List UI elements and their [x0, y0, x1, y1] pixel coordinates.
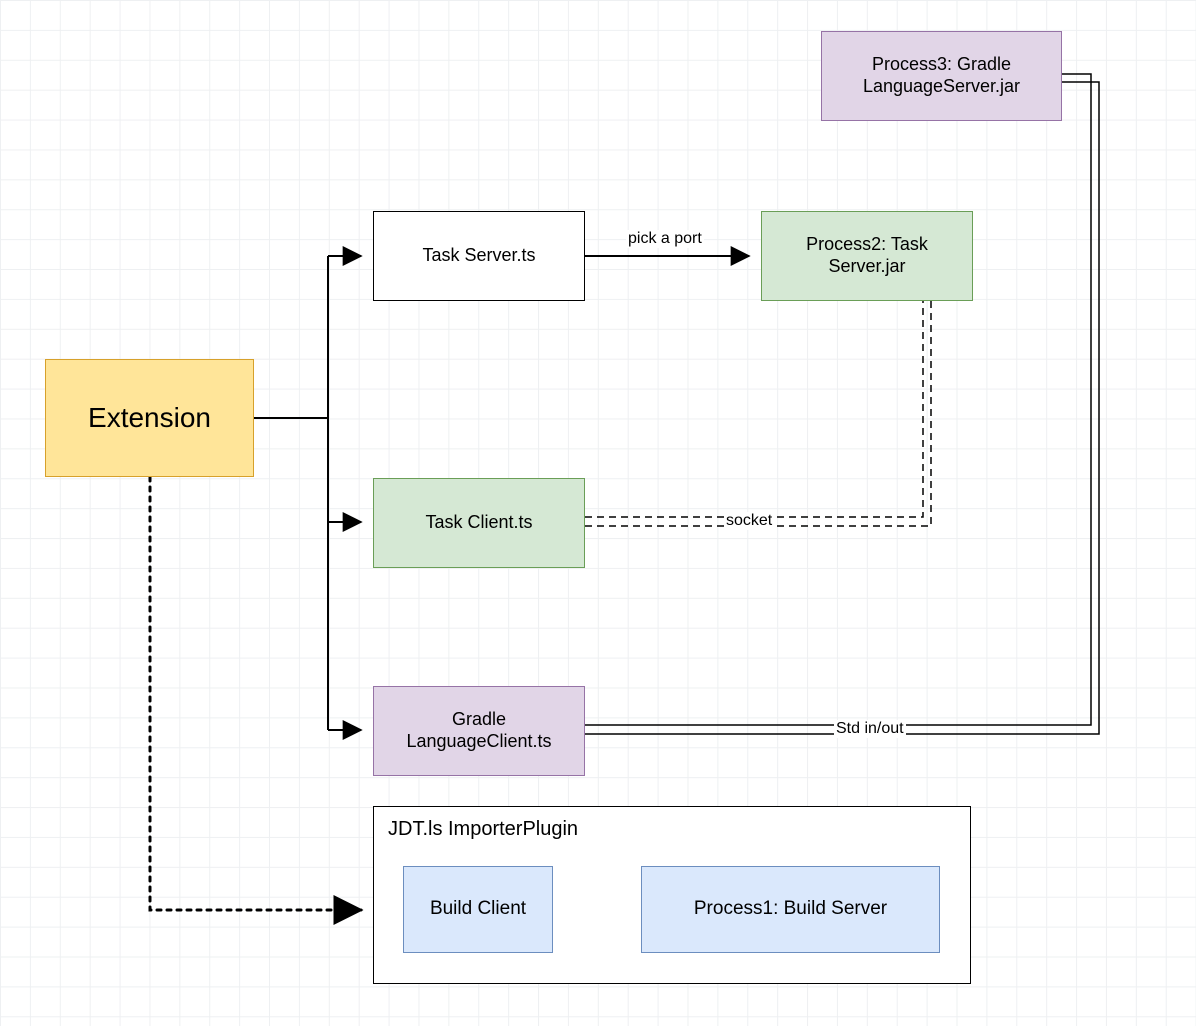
label-std-in-out-lang: Std in/out	[834, 720, 906, 738]
node-gradle-language-client-label: Gradle LanguageClient.ts	[380, 709, 578, 752]
node-task-server-ts-label: Task Server.ts	[422, 245, 535, 267]
node-process1-build-server-label: Process1: Build Server	[694, 898, 887, 921]
node-extension: Extension	[45, 359, 254, 477]
edge-std-in-out-lang	[585, 74, 1099, 734]
node-task-server-ts: Task Server.ts	[373, 211, 585, 301]
node-extension-label: Extension	[88, 401, 211, 435]
node-task-client-ts-label: Task Client.ts	[425, 512, 532, 534]
edge-socket	[585, 301, 931, 526]
node-process3-label: Process3: Gradle LanguageServer.jar	[828, 54, 1055, 97]
node-build-client-label: Build Client	[430, 898, 526, 921]
node-gradle-language-client: Gradle LanguageClient.ts	[373, 686, 585, 776]
label-socket: socket	[724, 512, 774, 530]
node-process3: Process3: Gradle LanguageServer.jar	[821, 31, 1062, 121]
node-build-client: Build Client	[403, 866, 553, 953]
node-task-client-ts: Task Client.ts	[373, 478, 585, 568]
edge-extension-to-jdt	[150, 477, 361, 910]
edge-extension-branches	[254, 256, 361, 730]
node-process2-label: Process2: Task Server.jar	[768, 234, 966, 277]
diagram-canvas: pick a port socket Std in/out std in/out…	[0, 0, 1196, 1026]
node-process1-build-server: Process1: Build Server	[641, 866, 940, 953]
label-pick-a-port: pick a port	[626, 230, 704, 248]
node-process2: Process2: Task Server.jar	[761, 211, 973, 301]
node-jdt-container-title: JDT.ls ImporterPlugin	[388, 817, 578, 841]
